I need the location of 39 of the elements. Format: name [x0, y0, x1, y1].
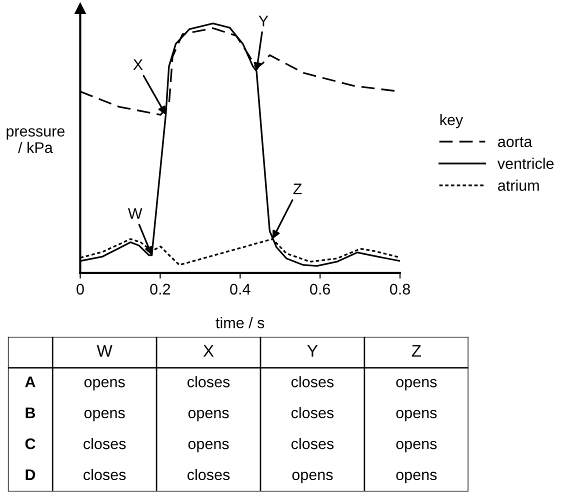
- text: opens: [188, 410, 229, 422]
- x-axis-title: time / s: [216, 317, 264, 328]
- text: closes: [291, 438, 334, 450]
- category-label: C: [25, 438, 36, 450]
- annotation: Z: [293, 184, 302, 194]
- legend-label: ventricle: [497, 158, 554, 169]
- text: closes: [291, 376, 334, 388]
- text: opens: [396, 410, 437, 422]
- text: opens: [84, 378, 125, 390]
- x-tick-label: 0.8: [390, 284, 410, 295]
- text: closes: [84, 468, 126, 480]
- x-tick-label: 0: [76, 284, 84, 295]
- text: closes: [188, 376, 230, 388]
- category-label: A: [25, 376, 36, 388]
- text: opens: [84, 410, 125, 422]
- text: closes: [188, 468, 230, 480]
- annotation: W: [128, 208, 142, 219]
- text: opens: [396, 472, 437, 484]
- legend-label: atrium: [498, 180, 539, 191]
- x-tick-label: 0.4: [230, 284, 250, 295]
- legend-label: aorta: [498, 137, 532, 148]
- category-label: D: [26, 469, 36, 480]
- annotation: Y: [258, 16, 268, 26]
- legend-title: key: [440, 114, 464, 128]
- category-label: X: [203, 345, 214, 357]
- annotation: X: [133, 59, 143, 70]
- text: opens: [396, 440, 437, 452]
- x-tick-label: 0.2: [150, 284, 170, 295]
- text: opens: [188, 440, 229, 452]
- category-label: Z: [412, 345, 421, 357]
- category-label: B: [26, 408, 36, 418]
- text: opens: [396, 378, 437, 390]
- y-axis-title: pressure / kPa: [6, 128, 65, 154]
- x-tick-label: 0.6: [310, 284, 330, 295]
- category-label: W: [96, 345, 112, 357]
- text: closes: [84, 438, 126, 450]
- text: closes: [291, 407, 334, 418]
- text: opens: [292, 472, 333, 484]
- category-label: Y: [307, 345, 318, 357]
